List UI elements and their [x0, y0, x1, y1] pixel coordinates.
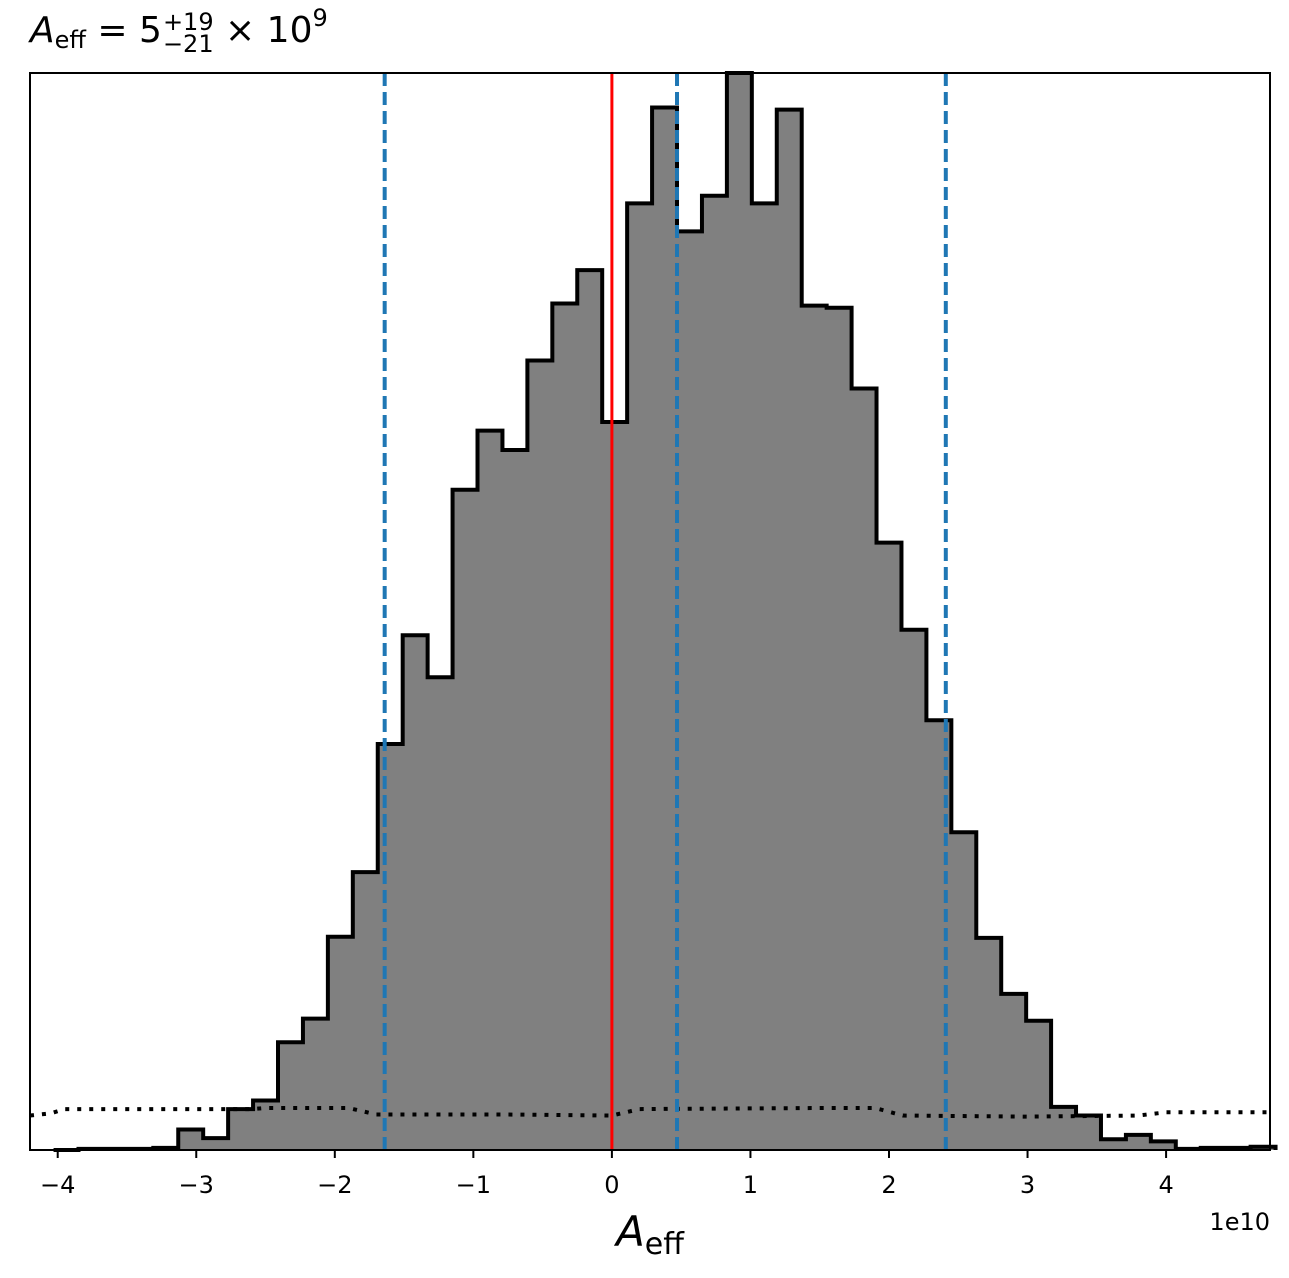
- x-tick-label: 2: [881, 1171, 896, 1199]
- x-tick-label: −4: [40, 1171, 75, 1199]
- histogram-bar: [851, 388, 878, 1150]
- histogram-bar: [352, 872, 379, 1150]
- histogram-bar: [627, 203, 653, 1150]
- histogram-bar: [552, 303, 578, 1150]
- histogram-bar: [1026, 1020, 1052, 1150]
- chart-title: Aeff = 5 +19 −21 × 109: [30, 4, 328, 58]
- x-tick-label: 3: [1020, 1171, 1035, 1199]
- x-axis-label-subscript: eff: [645, 1227, 685, 1262]
- histogram-bar: [452, 489, 479, 1150]
- histogram-bar: [901, 629, 927, 1150]
- histogram-bar: [327, 936, 354, 1150]
- histogram-bar: [1001, 993, 1027, 1150]
- x-tick-label: 0: [604, 1171, 619, 1199]
- histogram-bar: [477, 430, 503, 1151]
- histogram-bar: [278, 1042, 304, 1150]
- title-times: ×: [225, 10, 256, 51]
- histogram-bar: [751, 203, 778, 1150]
- x-tick-label: 1: [743, 1171, 758, 1199]
- histogram-bar: [1150, 1141, 1177, 1150]
- histogram-bar: [527, 360, 553, 1151]
- histogram-bar: [302, 1018, 329, 1150]
- histogram-bar: [602, 421, 628, 1150]
- histogram-bar: [652, 107, 678, 1151]
- title-upper-error: +19: [162, 8, 214, 36]
- reference-lines: [382, 73, 948, 1150]
- plot-frame: [29, 72, 1271, 1151]
- histogram-bar: [1076, 1115, 1102, 1150]
- histogram-bar: [776, 109, 803, 1150]
- title-errors: +19 −21: [162, 8, 214, 58]
- x-tick-label: −2: [317, 1171, 352, 1199]
- histogram-bar: [801, 305, 828, 1151]
- histogram-bar: [228, 1109, 254, 1150]
- histogram-bar: [1125, 1134, 1152, 1150]
- histogram-bar: [502, 449, 528, 1150]
- histogram-bar: [677, 231, 703, 1151]
- title-symbol-subscript: eff: [54, 26, 86, 54]
- histogram-bar: [377, 743, 404, 1150]
- x-tick-label: −1: [456, 1171, 491, 1199]
- histogram-bar: [402, 635, 429, 1150]
- x-axis-label-symbol: A: [613, 1207, 645, 1256]
- title-equals: =: [97, 10, 128, 51]
- histogram-bar: [178, 1129, 204, 1150]
- title-exponent: 9: [312, 4, 328, 32]
- x-axis-label: Aeff: [613, 1207, 685, 1262]
- histogram-bar: [876, 542, 902, 1150]
- histogram-bar: [1100, 1139, 1127, 1150]
- x-tick-label: −3: [179, 1171, 214, 1199]
- histogram-bar: [1051, 1106, 1077, 1150]
- histogram-bar: [253, 1100, 279, 1150]
- x-offset-text: 1e10: [1209, 1208, 1270, 1236]
- histogram-bar: [951, 832, 977, 1150]
- histogram-bar: [926, 720, 952, 1150]
- title-value: 5: [139, 10, 162, 51]
- histogram-bar: [577, 270, 603, 1150]
- x-tick-label: 4: [1158, 1171, 1173, 1199]
- title-symbol: A: [30, 10, 55, 51]
- title-lower-error: −21: [162, 30, 214, 58]
- histogram-bar: [427, 677, 454, 1150]
- histogram-bar: [826, 307, 853, 1150]
- title-base: 10: [266, 10, 313, 51]
- histogram-bar: [726, 73, 753, 1150]
- histogram-bar: [701, 195, 728, 1150]
- x-axis-ticks: −4 −3 −2 −1 0 1 2 3 4: [40, 1150, 1174, 1199]
- histogram-bar: [203, 1138, 229, 1150]
